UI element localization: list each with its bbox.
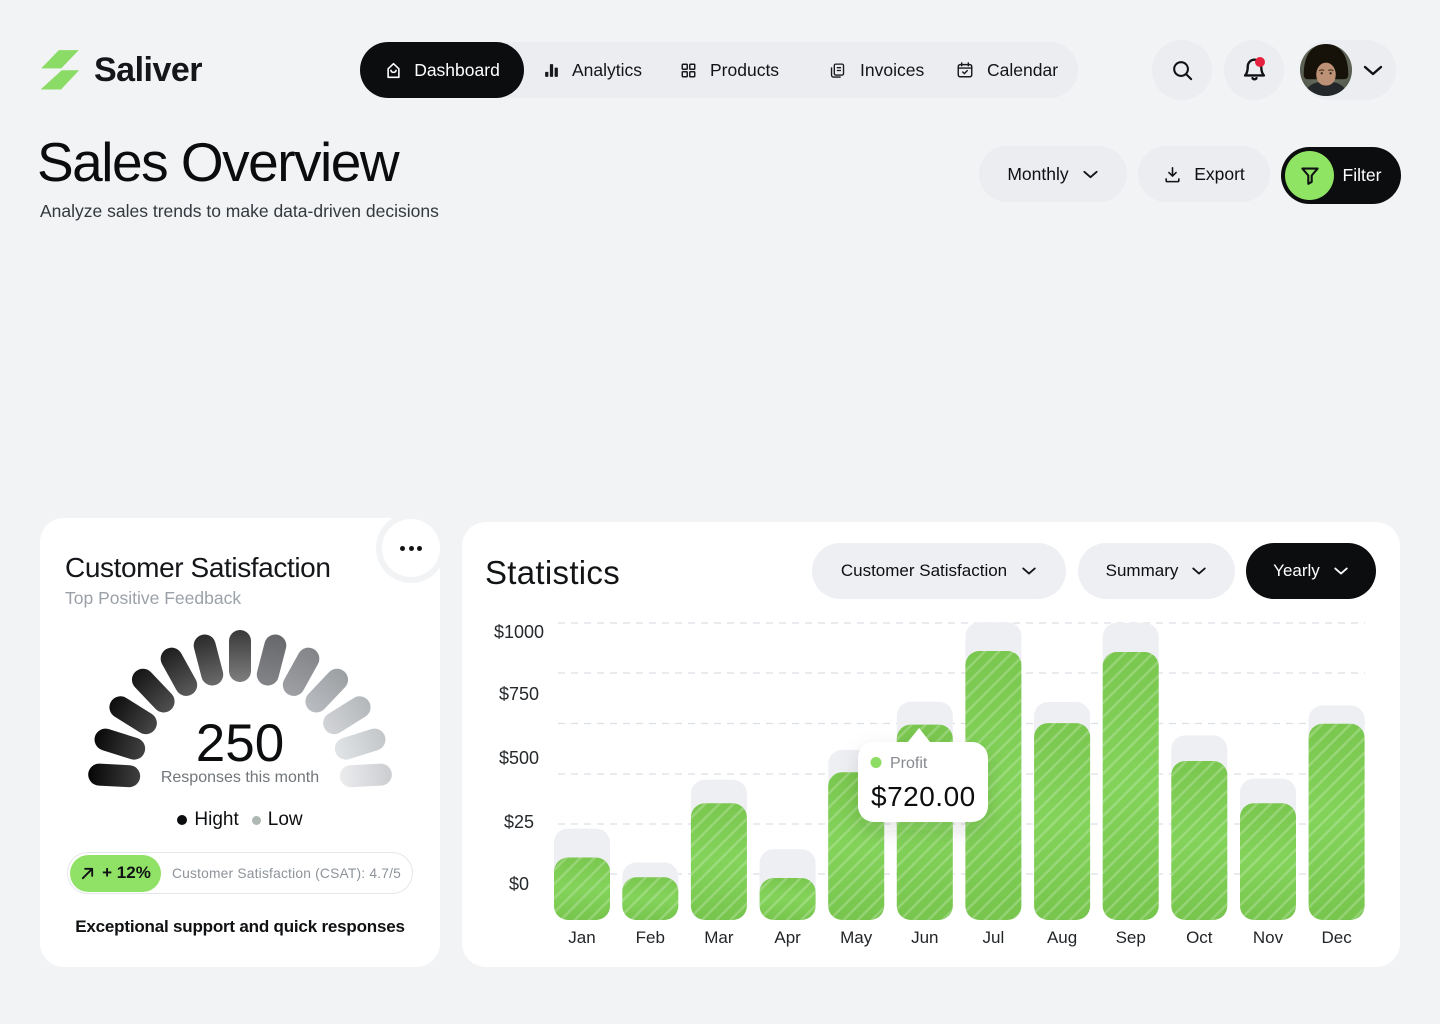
svg-text:$720.00: $720.00 <box>871 781 976 812</box>
svg-text:$25: $25 <box>504 812 534 832</box>
svg-text:Jul: Jul <box>983 928 1005 947</box>
svg-text:Dec: Dec <box>1321 928 1352 947</box>
svg-text:Profit: Profit <box>890 755 928 772</box>
svg-text:Nov: Nov <box>1253 928 1284 947</box>
svg-text:$750: $750 <box>499 684 539 704</box>
svg-text:Aug: Aug <box>1047 928 1077 947</box>
svg-text:$500: $500 <box>499 748 539 768</box>
svg-text:$1000: $1000 <box>494 622 544 642</box>
svg-text:Feb: Feb <box>636 928 665 947</box>
svg-text:$0: $0 <box>509 874 529 894</box>
svg-text:Mar: Mar <box>704 928 734 947</box>
svg-text:Apr: Apr <box>774 928 801 947</box>
svg-text:Oct: Oct <box>1186 928 1213 947</box>
svg-text:Sep: Sep <box>1116 928 1146 947</box>
svg-text:Jan: Jan <box>568 928 595 947</box>
svg-text:Jun: Jun <box>911 928 938 947</box>
svg-text:May: May <box>840 928 873 947</box>
